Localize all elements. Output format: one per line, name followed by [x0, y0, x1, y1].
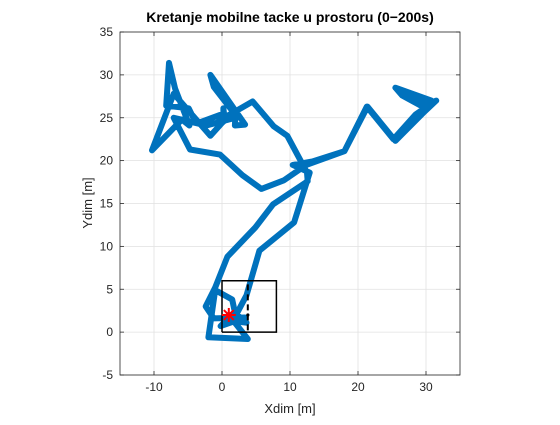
y-tick-label: 15	[100, 197, 114, 211]
y-tick-label: -5	[102, 368, 113, 382]
x-tick-label: -10	[145, 380, 163, 394]
y-tick-label: 30	[100, 68, 114, 82]
x-tick-label: 20	[351, 380, 365, 394]
y-tick-label: 10	[100, 239, 114, 253]
body-outline-box	[221, 279, 278, 333]
y-tick-label: 35	[100, 25, 114, 39]
chart-title: Kretanje mobilne tacke u prostoru (0−200…	[146, 9, 433, 25]
x-tick-label: 10	[283, 380, 297, 394]
tick-marks	[120, 31, 460, 376]
y-axis-label: Ydim [m]	[80, 177, 95, 228]
data-layer	[149, 59, 440, 342]
y-tick-label: 25	[100, 111, 114, 125]
x-tick-labels: -10 0 10 20 30	[145, 380, 433, 394]
start-point-asterisk	[221, 307, 236, 322]
trajectory-path	[149, 59, 440, 342]
asterisk-stroke	[223, 309, 235, 321]
y-tick-labels: -5 0 5 10 15 20 25 30 35	[100, 25, 114, 382]
center-marker	[246, 313, 250, 317]
y-tick-label: 0	[106, 325, 113, 339]
x-tick-label: 0	[219, 380, 226, 394]
x-tick-label: 30	[419, 380, 433, 394]
y-tick-label: 20	[100, 154, 114, 168]
y-tick-label: 5	[106, 282, 113, 296]
x-axis-label: Xdim [m]	[264, 401, 315, 416]
